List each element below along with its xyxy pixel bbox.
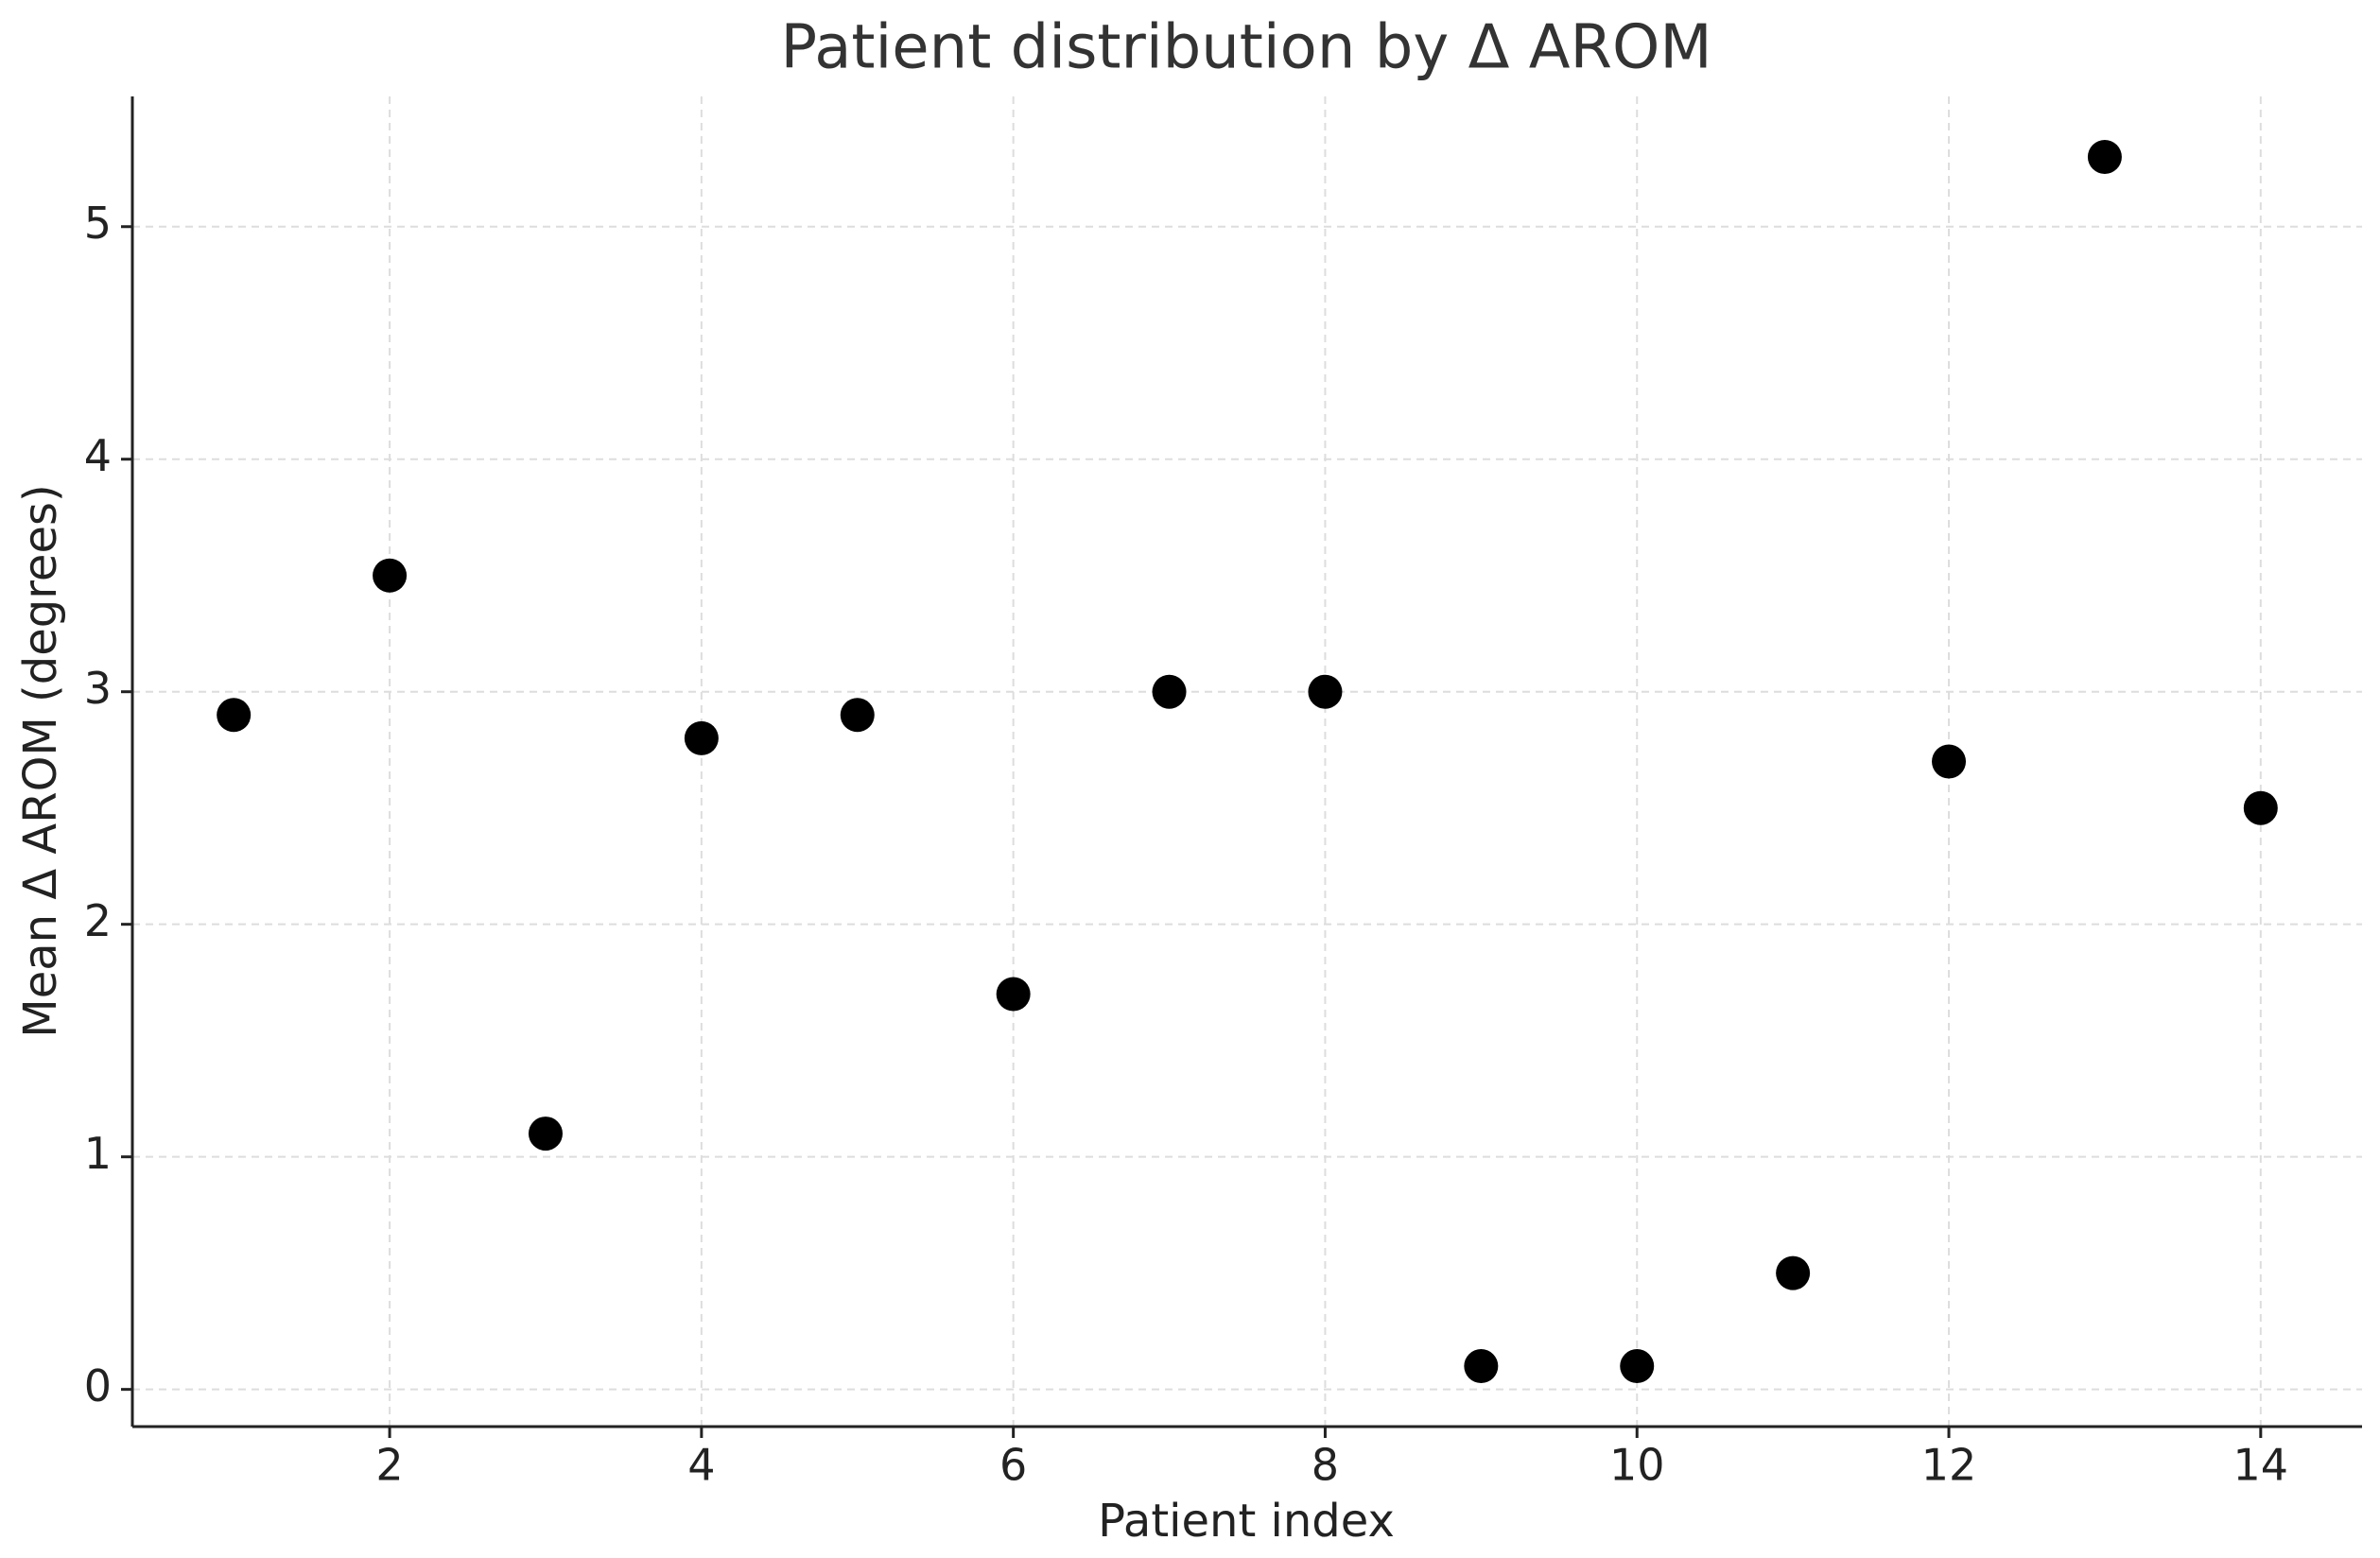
y-tick-label: 0	[84, 1360, 112, 1411]
x-axis-label: Patient index	[1098, 1495, 1395, 1548]
x-tick-label: 8	[1312, 1440, 1339, 1491]
x-tick-label: 12	[1921, 1440, 1977, 1491]
y-tick-label: 5	[84, 198, 112, 249]
point	[840, 698, 875, 733]
y-tick-label: 2	[84, 895, 112, 946]
x-tick-label: 2	[375, 1440, 403, 1491]
x-tick-label: 4	[687, 1440, 715, 1491]
y-tick-label: 4	[84, 430, 112, 481]
point	[1932, 744, 1967, 779]
point	[217, 698, 252, 733]
point	[2087, 139, 2122, 174]
x-tick-label: 10	[1609, 1440, 1665, 1491]
point	[996, 977, 1031, 1012]
point	[2243, 790, 2278, 825]
point	[1776, 1255, 1811, 1290]
point	[684, 720, 719, 755]
y-axis-label: Mean Δ AROM (degrees)	[14, 484, 67, 1037]
x-tick-label: 14	[2233, 1440, 2289, 1491]
point	[528, 1117, 563, 1151]
point	[373, 558, 408, 593]
point	[1620, 1349, 1655, 1384]
y-tick-label: 1	[84, 1128, 112, 1179]
point	[1308, 674, 1343, 709]
point	[1464, 1349, 1499, 1384]
y-tick-label: 3	[84, 663, 112, 714]
point	[1152, 674, 1187, 709]
chart-title: Patient distribution by Δ AROM	[780, 13, 1711, 83]
x-tick-label: 6	[999, 1440, 1027, 1491]
